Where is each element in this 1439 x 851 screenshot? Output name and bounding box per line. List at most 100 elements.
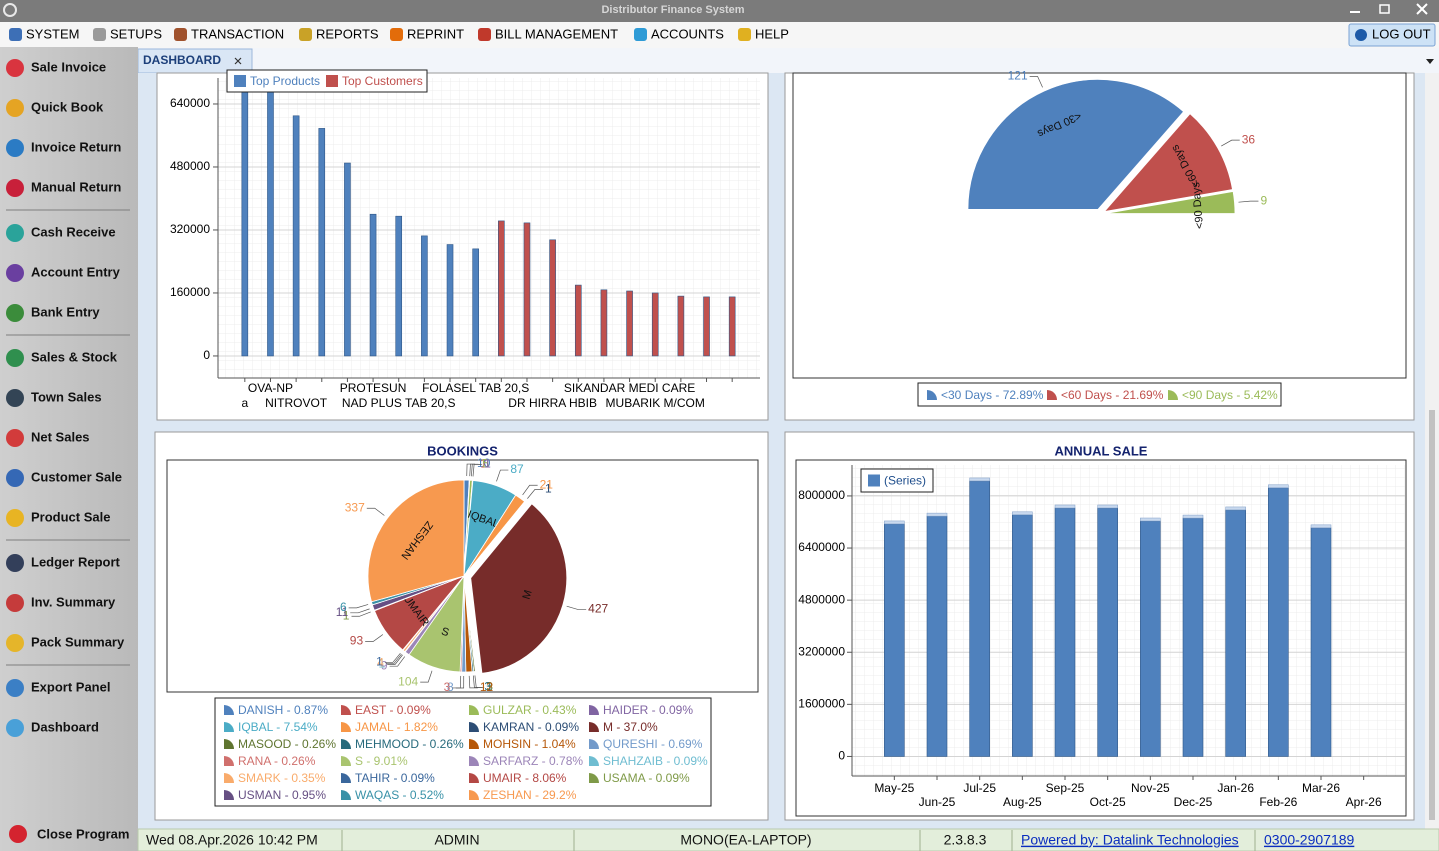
status-phone[interactable]: 0300-2907189 bbox=[1264, 832, 1355, 848]
legend-label[interactable]: M - 37.0% bbox=[603, 720, 658, 734]
bar-cap bbox=[1225, 506, 1246, 511]
menu-item[interactable]: TRANSACTION bbox=[191, 26, 284, 41]
legend-swatch bbox=[589, 739, 599, 749]
menu-item[interactable]: REPORTS bbox=[316, 26, 379, 41]
legend-label[interactable]: ZESHAN - 29.2% bbox=[483, 788, 577, 802]
menu-item[interactable]: HELP bbox=[755, 26, 789, 41]
legend-label[interactable]: MASOOD - 0.26% bbox=[238, 737, 336, 751]
legend-label[interactable]: MOHSIN - 1.04% bbox=[483, 737, 576, 751]
chart-title: BOOKINGS bbox=[427, 443, 498, 458]
legend-label[interactable]: UMAIR - 8.06% bbox=[483, 771, 567, 785]
sidebar-item[interactable]: Account Entry bbox=[31, 264, 121, 279]
legend-swatch bbox=[469, 790, 479, 800]
logout-label[interactable]: LOG OUT bbox=[1372, 26, 1431, 41]
pie-slice bbox=[1104, 191, 1236, 214]
legend-label[interactable]: SHAHZAIB - 0.09% bbox=[603, 754, 708, 768]
bar bbox=[884, 523, 905, 757]
legend-label[interactable]: (Series) bbox=[884, 474, 926, 488]
pie-slice bbox=[463, 501, 526, 577]
legend-label[interactable]: RANA - 0.26% bbox=[238, 754, 316, 768]
legend-label[interactable]: USMAN - 0.95% bbox=[238, 788, 326, 802]
bar bbox=[421, 235, 428, 357]
legend-label[interactable]: JAMAL - 1.82% bbox=[355, 720, 438, 734]
data-label: 93 bbox=[350, 634, 364, 648]
close-program[interactable]: Close Program bbox=[37, 826, 129, 841]
legend-label[interactable]: KAMRAN - 0.09% bbox=[483, 720, 579, 734]
slice-label: S bbox=[440, 625, 451, 639]
legend-label[interactable]: IQBAL - 7.54% bbox=[238, 720, 318, 734]
data-label: 87 bbox=[510, 462, 524, 476]
menu-item[interactable]: REPRINT bbox=[407, 26, 464, 41]
x-tick-label: May-25 bbox=[874, 781, 914, 795]
x-tick-label: Apr-26 bbox=[1346, 795, 1382, 809]
sidebar-item[interactable]: Quick Book bbox=[31, 99, 104, 114]
tab-label[interactable]: DASHBOARD bbox=[143, 53, 221, 67]
sidebar-item[interactable]: Net Sales bbox=[31, 429, 90, 444]
sidebar-item[interactable]: Ledger Report bbox=[31, 554, 121, 569]
sidebar-item[interactable]: Export Panel bbox=[31, 679, 110, 694]
sidebar-item[interactable]: Bank Entry bbox=[31, 304, 100, 319]
legend-label[interactable]: EAST - 0.09% bbox=[355, 703, 431, 717]
sidebar-item[interactable]: Town Sales bbox=[31, 389, 102, 404]
leader-line bbox=[472, 464, 483, 477]
legend-label[interactable]: TAHIR - 0.09% bbox=[355, 771, 435, 785]
menu-item[interactable]: ACCOUNTS bbox=[651, 26, 724, 41]
y-tick-label: 640000 bbox=[170, 96, 210, 110]
legend-label[interactable]: QURESHI - 0.69% bbox=[603, 737, 703, 751]
data-label: 3 bbox=[444, 680, 451, 694]
sidebar-item[interactable]: Sale Invoice bbox=[31, 59, 106, 74]
bar-cap bbox=[1310, 524, 1332, 529]
logout-button[interactable] bbox=[1348, 23, 1436, 47]
legend-label[interactable]: MEHMOOD - 0.26% bbox=[355, 737, 464, 751]
menu-item[interactable]: BILL MANAGEMENT bbox=[495, 26, 618, 41]
legend-label[interactable]: Top Customers bbox=[342, 74, 423, 88]
legend-label[interactable]: GULZAR - 0.43% bbox=[483, 703, 577, 717]
status-powered[interactable]: Powered by: Datalink Technologies bbox=[1021, 832, 1239, 848]
legend-swatch bbox=[341, 790, 351, 800]
scroll-thumb[interactable] bbox=[1429, 410, 1435, 820]
bar bbox=[1225, 509, 1246, 757]
bar bbox=[651, 292, 659, 357]
restore-button[interactable] bbox=[1379, 4, 1390, 14]
legend-label[interactable]: SARFARZ - 0.78% bbox=[483, 754, 583, 768]
sidebar-item[interactable]: Sales & Stock bbox=[31, 349, 118, 364]
legend-swatch bbox=[224, 722, 234, 732]
legend-swatch bbox=[341, 739, 351, 749]
menu-icon bbox=[390, 28, 403, 41]
sidebar-item[interactable]: Dashboard bbox=[31, 719, 99, 734]
legend-label[interactable]: SMARK - 0.35% bbox=[238, 771, 326, 785]
legend-label[interactable]: Top Products bbox=[250, 74, 320, 88]
legend-label[interactable]: <60 Days - 21.69% bbox=[1061, 388, 1164, 402]
x-tick-label: Oct-25 bbox=[1090, 795, 1126, 809]
sidebar-icon bbox=[6, 304, 24, 322]
sidebar-icon bbox=[6, 59, 24, 77]
menu-item[interactable]: SETUPS bbox=[110, 26, 162, 41]
tab-dropdown[interactable] bbox=[1426, 59, 1434, 64]
sidebar-item[interactable]: Manual Return bbox=[31, 179, 121, 194]
sidebar-item[interactable]: Customer Sale bbox=[31, 469, 122, 484]
close-button[interactable] bbox=[1416, 3, 1428, 15]
sidebar-item[interactable]: Invoice Return bbox=[31, 139, 121, 154]
legend-label[interactable]: <30 Days - 72.89% bbox=[941, 388, 1044, 402]
sidebar-item[interactable]: Inv. Summary bbox=[31, 594, 116, 609]
sidebar-item[interactable]: Cash Receive bbox=[31, 224, 116, 239]
legend-swatch bbox=[469, 705, 479, 715]
leader-line bbox=[351, 611, 371, 617]
data-label: 1 bbox=[480, 456, 487, 470]
tab-strip bbox=[138, 48, 1439, 73]
legend-label[interactable]: WAQAS - 0.52% bbox=[355, 788, 444, 802]
bar bbox=[600, 289, 608, 357]
sidebar-item[interactable]: Product Sale bbox=[31, 509, 110, 524]
legend-swatch bbox=[341, 756, 351, 766]
legend-swatch bbox=[234, 75, 246, 87]
menu-item[interactable]: SYSTEM bbox=[26, 26, 79, 41]
y-tick-label: 160000 bbox=[170, 285, 210, 299]
tab-close[interactable] bbox=[234, 57, 242, 65]
legend-label[interactable]: S - 9.01% bbox=[355, 754, 408, 768]
legend-label[interactable]: <90 Days - 5.42% bbox=[1182, 388, 1278, 402]
data-label: 11 bbox=[336, 605, 349, 619]
legend-label[interactable]: DANISH - 0.87% bbox=[238, 703, 328, 717]
sidebar-item[interactable]: Pack Summary bbox=[31, 634, 125, 649]
legend-label[interactable]: USAMA - 0.09% bbox=[603, 771, 690, 785]
legend-label[interactable]: HAIDER - 0.09% bbox=[603, 703, 693, 717]
